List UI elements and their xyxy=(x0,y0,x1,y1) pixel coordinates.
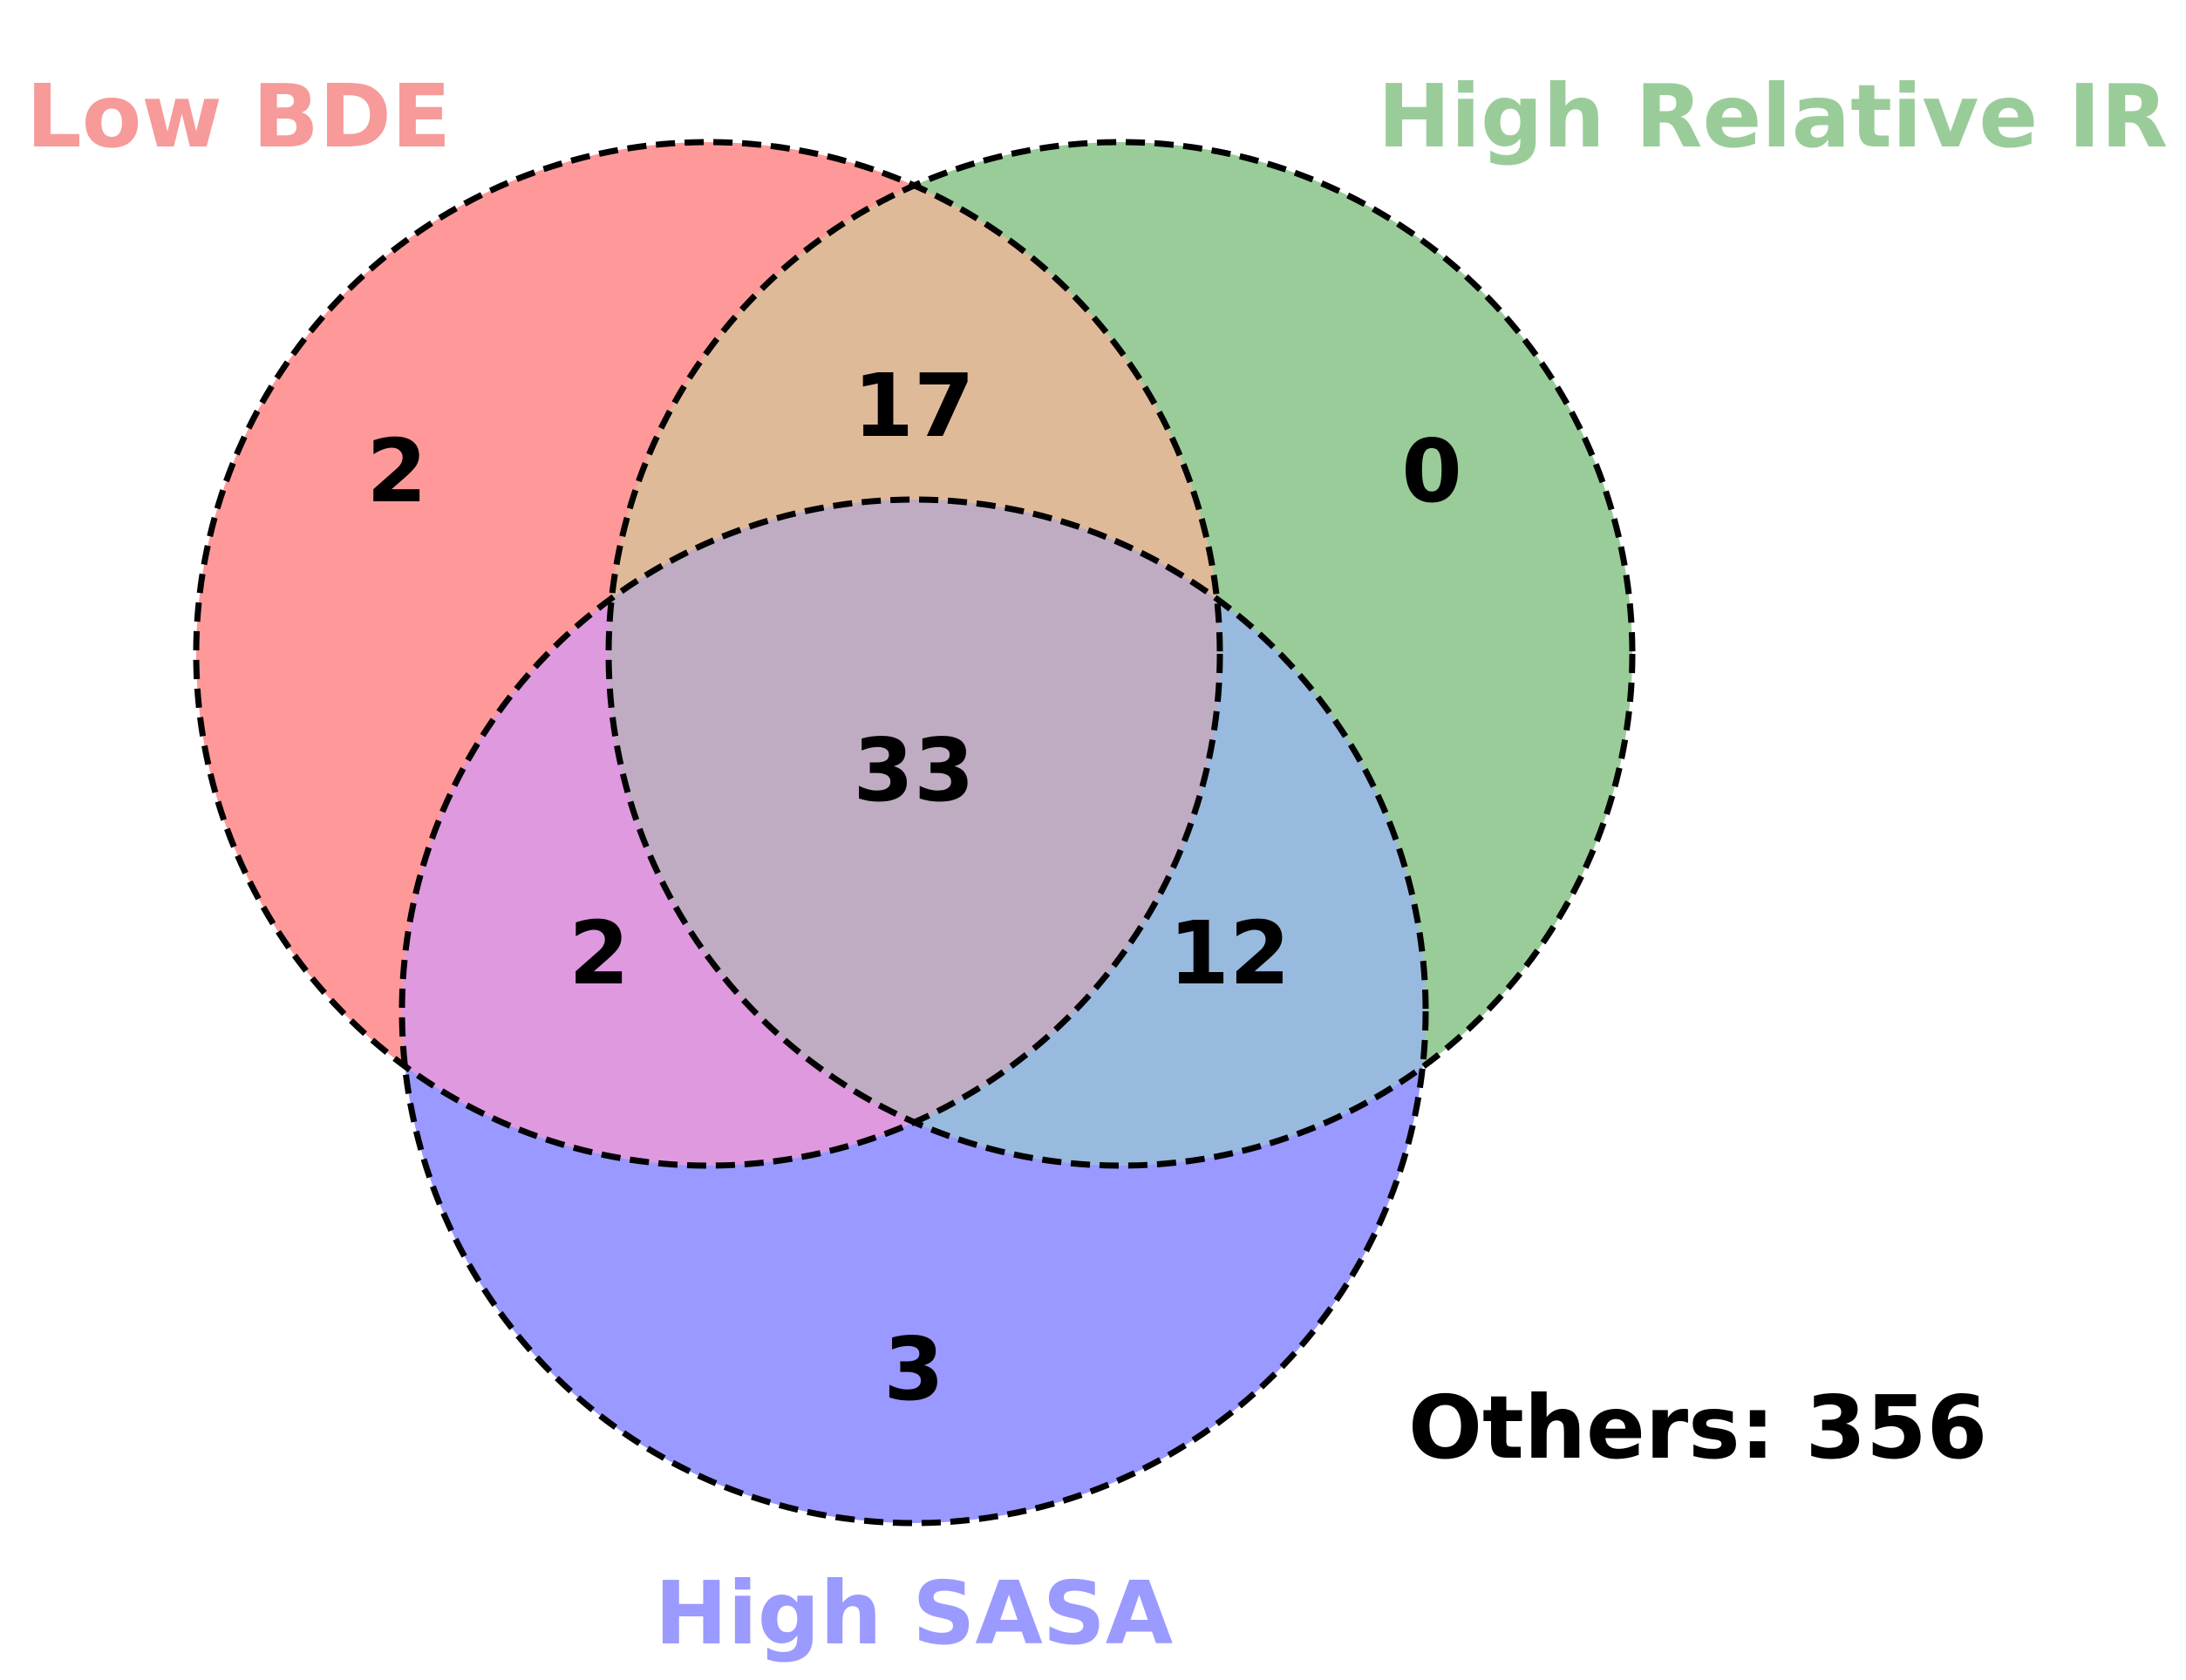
count-high-relative-ir-only: 0 xyxy=(1401,420,1462,522)
count-high-relative-ir-and-high-sasa: 12 xyxy=(1168,902,1290,1004)
others-count: Others: 356 xyxy=(1408,1377,1987,1479)
count-low-bde-and-high-relative-ir: 17 xyxy=(853,355,974,457)
outline-high-relative-ir xyxy=(605,139,1636,1169)
count-low-bde-only: 2 xyxy=(366,420,427,522)
set-label-high-relative-ir: High Relative IR xyxy=(1378,65,2168,167)
set-label-high-sasa: High SASA xyxy=(655,1562,1173,1664)
count-all-three: 33 xyxy=(853,719,974,821)
outline-high-sasa xyxy=(398,496,1429,1527)
outline-low-bde xyxy=(193,139,1223,1169)
count-high-sasa-only: 3 xyxy=(883,1318,944,1420)
count-low-bde-and-high-sasa: 2 xyxy=(569,902,630,1004)
region-all-three xyxy=(609,500,1220,1166)
set-label-low-bde: Low BDE xyxy=(26,65,451,167)
